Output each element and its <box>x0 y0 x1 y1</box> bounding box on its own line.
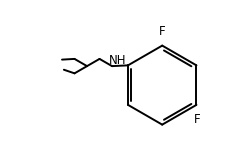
Text: F: F <box>158 25 165 38</box>
Text: NH: NH <box>108 54 125 67</box>
Text: F: F <box>193 113 200 126</box>
